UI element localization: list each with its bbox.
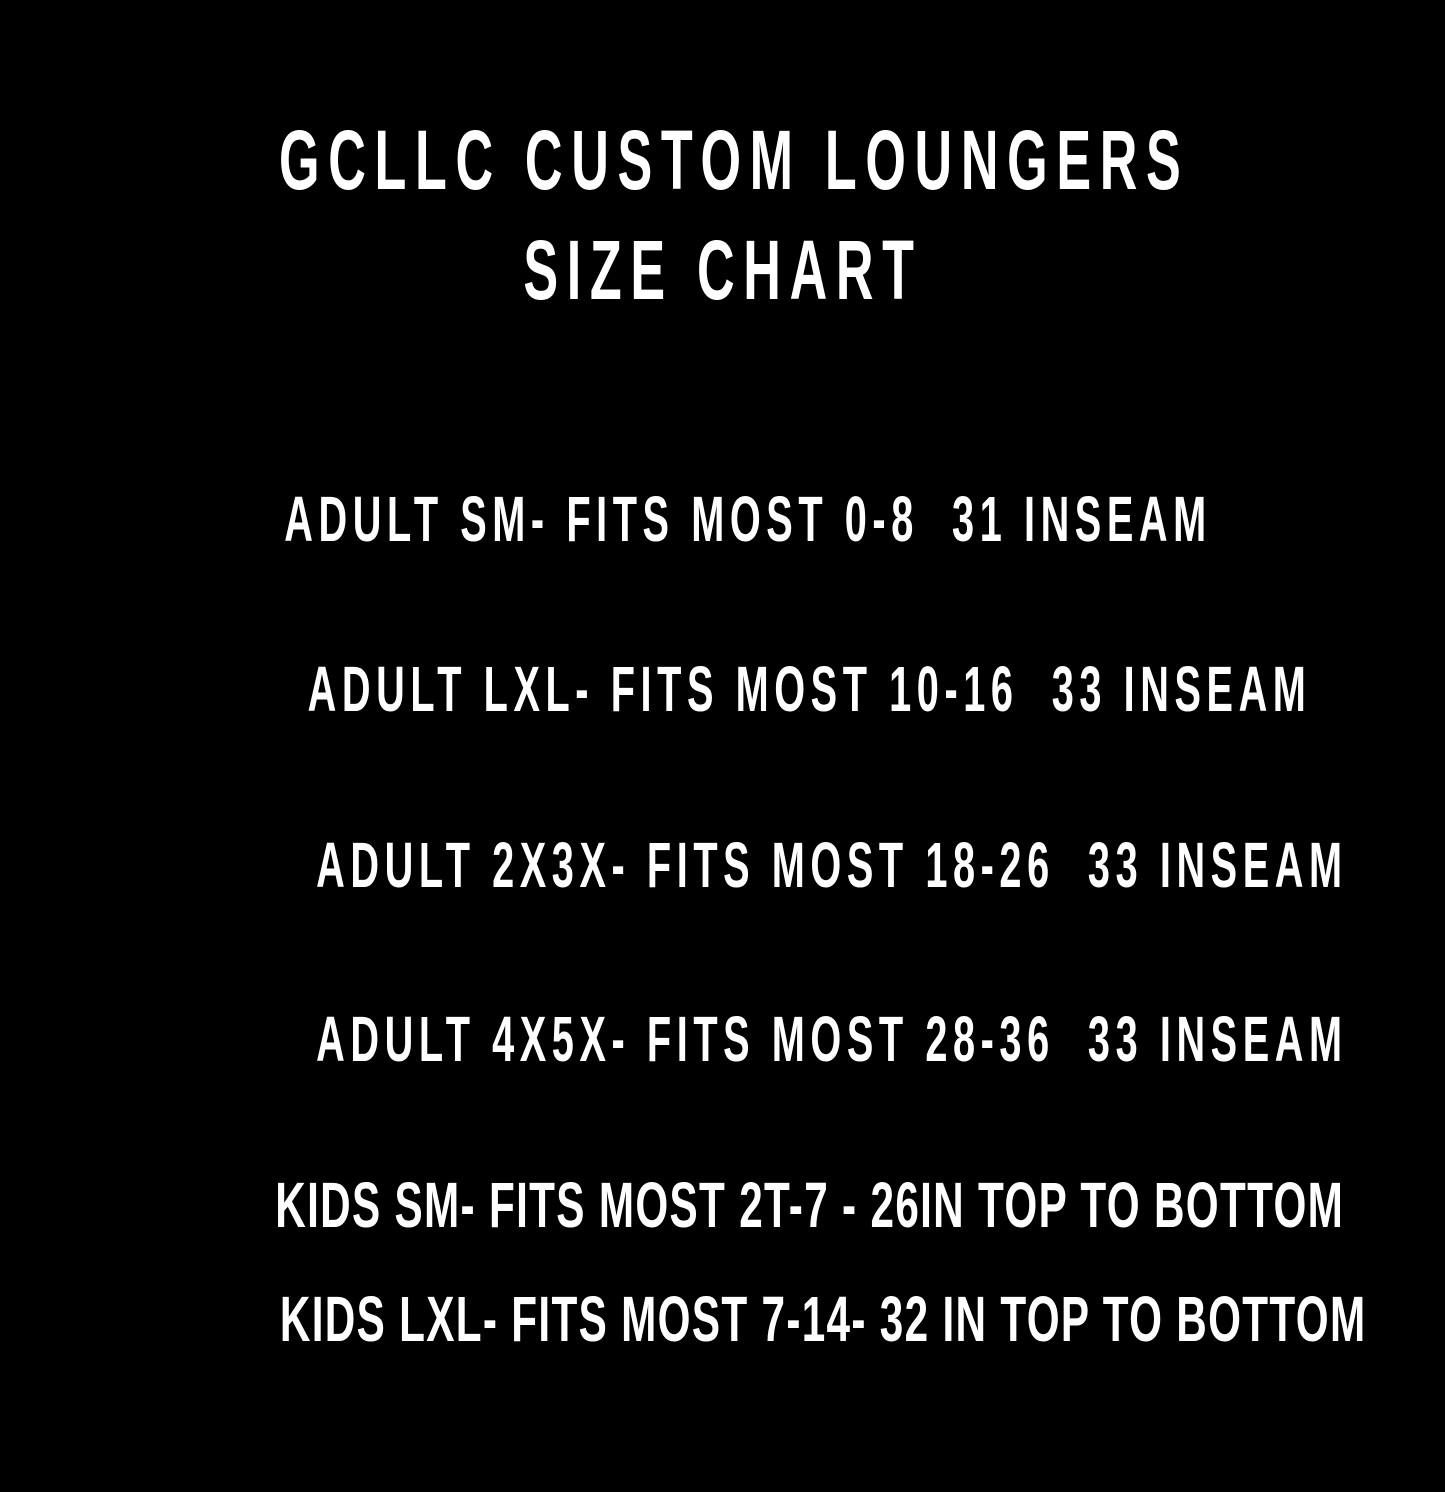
size-row-kids-lxl: KIDS LXL- FITS MOST 7-14- 32 IN TOP TO B… (0, 1282, 1445, 1356)
size-text: KIDS SM- FITS MOST 2T-7 - 26IN TOP TO BO… (275, 1169, 1345, 1241)
title-text: SIZE CHART (522, 223, 923, 317)
size-text: ADULT 2X3X- FITS MOST 18-26 33 INSEAM (316, 829, 1348, 901)
size-row-adult-sm: ADULT SM- FITS MOST 0-8 31 INSEAM (0, 482, 1445, 556)
title-line-2: SIZE CHART (0, 222, 1445, 319)
size-row-adult-lxl: ADULT LXL- FITS MOST 10-16 33 INSEAM (0, 652, 1445, 726)
size-text: ADULT SM- FITS MOST 0-8 31 INSEAM (284, 483, 1212, 555)
size-row-kids-sm: KIDS SM- FITS MOST 2T-7 - 26IN TOP TO BO… (0, 1168, 1445, 1242)
size-text: ADULT 4X5X- FITS MOST 28-36 33 INSEAM (316, 1003, 1348, 1075)
size-row-adult-4x5x: ADULT 4X5X- FITS MOST 28-36 33 INSEAM (0, 1002, 1445, 1076)
title-text: GCLLC CUSTOM LOUNGERS (279, 113, 1190, 207)
size-text: KIDS LXL- FITS MOST 7-14- 32 IN TOP TO B… (279, 1283, 1367, 1355)
size-row-adult-2x3x: ADULT 2X3X- FITS MOST 18-26 33 INSEAM (0, 828, 1445, 902)
title-line-1: GCLLC CUSTOM LOUNGERS (0, 112, 1445, 209)
size-text: ADULT LXL- FITS MOST 10-16 33 INSEAM (307, 653, 1312, 725)
